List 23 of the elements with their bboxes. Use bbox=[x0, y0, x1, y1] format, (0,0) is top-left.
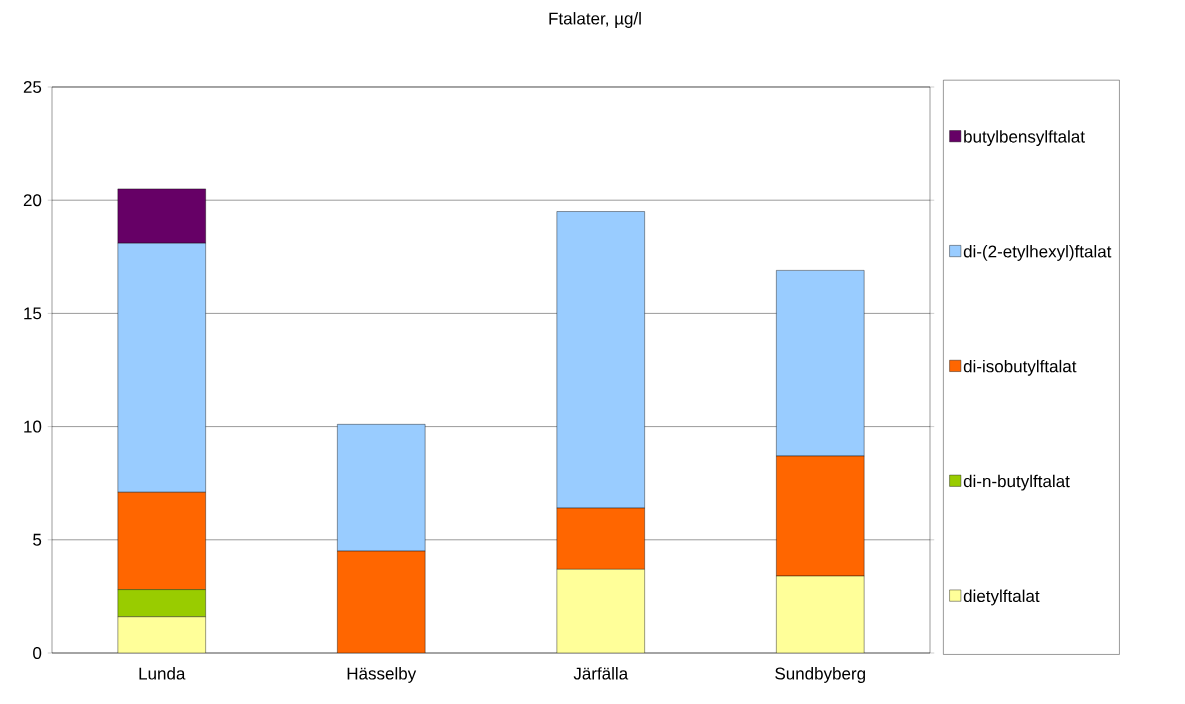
legend-label: di-(2-etylhexyl)ftalat bbox=[963, 245, 1112, 261]
x-tick-label: Lunda bbox=[139, 667, 186, 680]
legend-label: butylbensylftalat bbox=[964, 130, 1085, 147]
y-tick-label: 20 bbox=[23, 194, 42, 207]
bar bbox=[556, 569, 645, 653]
y-tick-label: 10 bbox=[24, 420, 42, 433]
y-tick-label: 25 bbox=[23, 80, 42, 94]
y-tick-label: 0 bbox=[33, 646, 42, 660]
bar bbox=[776, 575, 865, 653]
bar bbox=[776, 455, 865, 577]
legend-label: dietylftalat bbox=[963, 589, 1040, 606]
chart-title: Ftalater, µg/l bbox=[549, 12, 641, 28]
legend-label: di-isobutylftalat bbox=[963, 359, 1077, 376]
bar bbox=[556, 507, 645, 570]
x-tick-label: Järfälla bbox=[573, 667, 629, 680]
x-tick-label: Hässelby bbox=[347, 667, 417, 683]
bar bbox=[117, 492, 206, 590]
y-tick-label: 15 bbox=[24, 307, 42, 320]
y-tick-label: 5 bbox=[33, 533, 42, 546]
bar bbox=[117, 616, 206, 653]
x-tick-label: Sundbyberg bbox=[775, 667, 865, 683]
legend-label: di-n-butylftalat bbox=[963, 474, 1070, 491]
bar bbox=[337, 550, 426, 653]
